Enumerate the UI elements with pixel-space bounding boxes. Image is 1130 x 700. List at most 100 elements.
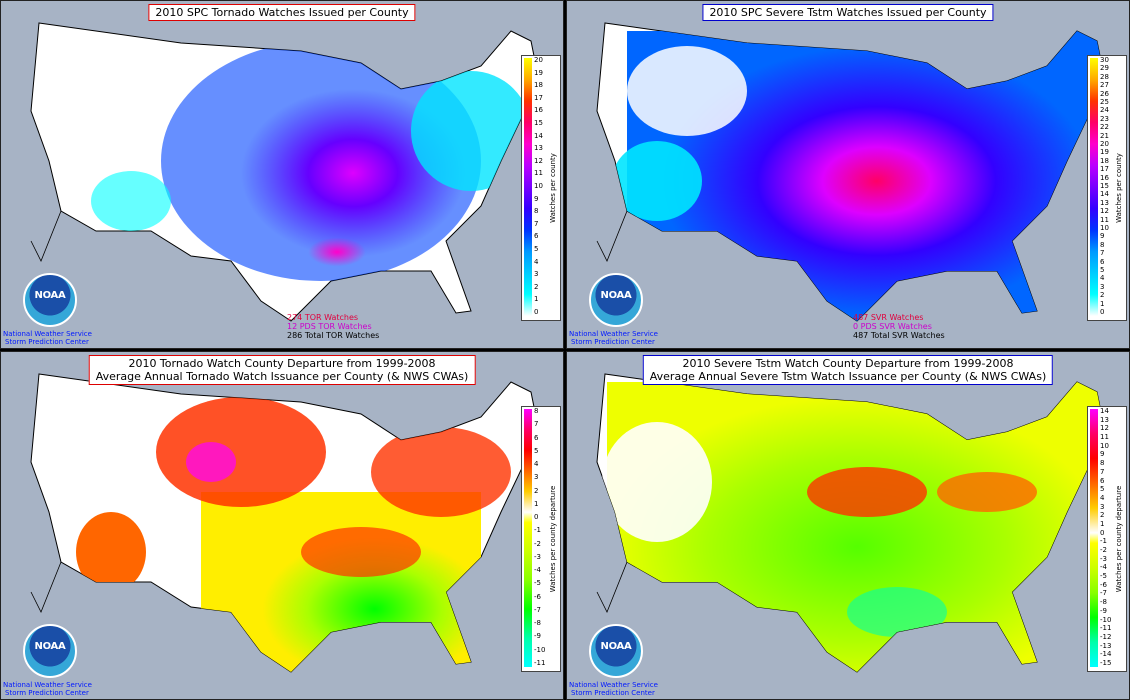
legend-tick: 12 [1100, 424, 1109, 433]
legend-tick: 12 [534, 156, 543, 165]
stat-pds: 12 PDS TOR Watches [287, 322, 372, 331]
legend-tick: 19 [1100, 148, 1109, 157]
legend-tick: -4 [534, 566, 541, 575]
panel-severe-tstm-departure: 2010 Severe Tstm Watch County Departure … [566, 351, 1130, 700]
stat-svr: 487 SVR Watches [853, 313, 924, 322]
legend-tick: 6 [534, 433, 539, 442]
legend-tick: 3 [1100, 282, 1105, 291]
legend-tick: 25 [1100, 98, 1109, 106]
legend-tick: 28 [1100, 72, 1109, 81]
panel-severe-tstm-watches: 2010 SPC Severe Tstm Watches Issued per … [566, 0, 1130, 349]
legend-tick: -12 [1100, 632, 1112, 641]
legend-tick: 3 [534, 473, 539, 482]
legend-tick: 14 [534, 131, 543, 140]
noaa-logo-icon: NOAA [589, 624, 643, 678]
legend-tick: 4 [534, 460, 539, 469]
legend-tick: 3 [1100, 502, 1105, 511]
org-label: National Weather Service Storm Predictio… [3, 330, 92, 346]
watch-density-shading [91, 41, 531, 281]
legend-tick: -4 [1100, 563, 1107, 572]
legend-tick: 13 [1100, 415, 1109, 424]
legend-tick: 11 [1100, 215, 1109, 224]
legend-tick: 5 [1100, 485, 1105, 494]
panel-title: 2010 Severe Tstm Watch County Departure … [642, 355, 1054, 385]
color-legend: 8 7 6 5 4 3 2 1 0 -1 -2 -3 -4 -5 -6 -7 -8 -9 -10 -11 Watche… [521, 406, 561, 672]
legend-tick: -11 [534, 659, 546, 667]
legend-tick: 7 [534, 420, 539, 429]
legend-tick: 10 [1100, 224, 1109, 232]
legend-tick: -2 [534, 539, 541, 548]
legend-tick: 11 [1100, 433, 1109, 442]
watch-density-shading [612, 31, 1107, 321]
legend-tick: 8 [1100, 240, 1105, 249]
legend-tick: 3 [534, 270, 539, 279]
legend-tick: 5 [1100, 266, 1105, 274]
title-line: 2010 Severe Tstm Watch County Departure … [682, 357, 1014, 370]
stat-pds: 0 PDS SVR Watches [853, 322, 932, 331]
legend-tick: 14 [1100, 190, 1109, 199]
panel-title: 2010 Tornado Watch County Departure from… [88, 355, 476, 385]
legend-tick: -7 [534, 605, 541, 614]
legend-tick: 7 [534, 219, 539, 228]
legend-tick: -11 [1100, 624, 1112, 633]
legend-tick: 8 [534, 207, 539, 216]
departure-shading [602, 382, 1107, 672]
legend-tick: 2 [534, 282, 539, 291]
us-county-map [596, 22, 1108, 322]
legend-tick: -7 [1100, 589, 1107, 598]
title-line: 2010 SPC Severe Tstm Watches Issued per … [709, 6, 987, 19]
us-county-map [30, 373, 542, 673]
legend-label: Watches per county departure [1114, 485, 1123, 593]
us-county-map [596, 373, 1108, 673]
legend-tick: 30 [1100, 56, 1109, 64]
legend-tick: -13 [1100, 641, 1112, 650]
legend-tick: 17 [1100, 165, 1109, 174]
legend-tick: -1 [1100, 537, 1107, 546]
legend-tick: 9 [1100, 232, 1105, 241]
noaa-logo-icon: NOAA [23, 273, 77, 327]
color-legend: 20 19 18 17 16 15 14 13 12 11 10 9 8 7 6 5 4 3 2 1 0 Watches… [521, 55, 561, 321]
legend-tick: -2 [1100, 546, 1107, 555]
legend-tick: 0 [1100, 528, 1105, 537]
legend-tick: -5 [1100, 572, 1107, 581]
title-line: 2010 SPC Tornado Watches Issued per Coun… [155, 6, 409, 19]
legend-tick: 15 [1100, 182, 1109, 190]
legend-tick: 23 [1100, 114, 1109, 123]
legend-tick: 6 [534, 232, 539, 241]
legend-tick: 18 [1100, 156, 1109, 165]
watch-stats: 487 SVR Watches 0 PDS SVR Watches 487 To… [853, 313, 945, 340]
title-line: 2010 Tornado Watch County Departure from… [128, 357, 436, 370]
legend-tick: 6 [1100, 476, 1105, 485]
legend-tick: -5 [534, 579, 541, 588]
legend-tick: 13 [1100, 198, 1109, 207]
legend-tick: -10 [534, 645, 546, 654]
legend-tick: 1 [1100, 519, 1105, 528]
legend-tick: 5 [534, 446, 539, 455]
stat-total: 487 Total SVR Watches [853, 331, 945, 340]
legend-tick: -3 [534, 552, 541, 561]
legend-tick: 19 [534, 68, 543, 77]
legend-tick: 1 [534, 295, 539, 304]
stat-total: 286 Total TOR Watches [287, 331, 380, 340]
legend-tick: 29 [1100, 64, 1109, 73]
color-legend: 14 13 12 11 10 9 8 7 6 5 4 3 2 1 0 -1 -2 -3 -4 -5 -6 -7 -8 -9 -1… [1087, 406, 1127, 672]
legend-tick: -6 [1100, 580, 1107, 589]
color-legend: 30 29 28 27 26 25 24 23 22 21 20 19 18 17 16 15 14 13 12 11… [1087, 55, 1127, 321]
legend-tick: 18 [534, 81, 543, 90]
noaa-logo-icon: NOAA [23, 624, 77, 678]
legend-tick: 17 [534, 93, 543, 102]
legend-tick: -6 [534, 592, 541, 601]
legend-tick: 2 [1100, 511, 1105, 520]
legend-tick: -15 [1100, 659, 1112, 667]
legend-tick: 12 [1100, 207, 1109, 216]
legend-tick: 6 [1100, 257, 1105, 266]
watch-stats: 274 TOR Watches 12 PDS TOR Watches 286 T… [287, 313, 379, 340]
legend-tick: -8 [534, 619, 541, 628]
legend-tick: 21 [1100, 131, 1109, 140]
legend-tick: 4 [1100, 493, 1105, 502]
noaa-logo-icon: NOAA [589, 273, 643, 327]
legend-tick: 13 [534, 144, 543, 153]
legend-tick: 1 [1100, 299, 1105, 308]
legend-tick: 7 [1100, 249, 1105, 258]
legend-tick: 20 [1100, 140, 1109, 148]
